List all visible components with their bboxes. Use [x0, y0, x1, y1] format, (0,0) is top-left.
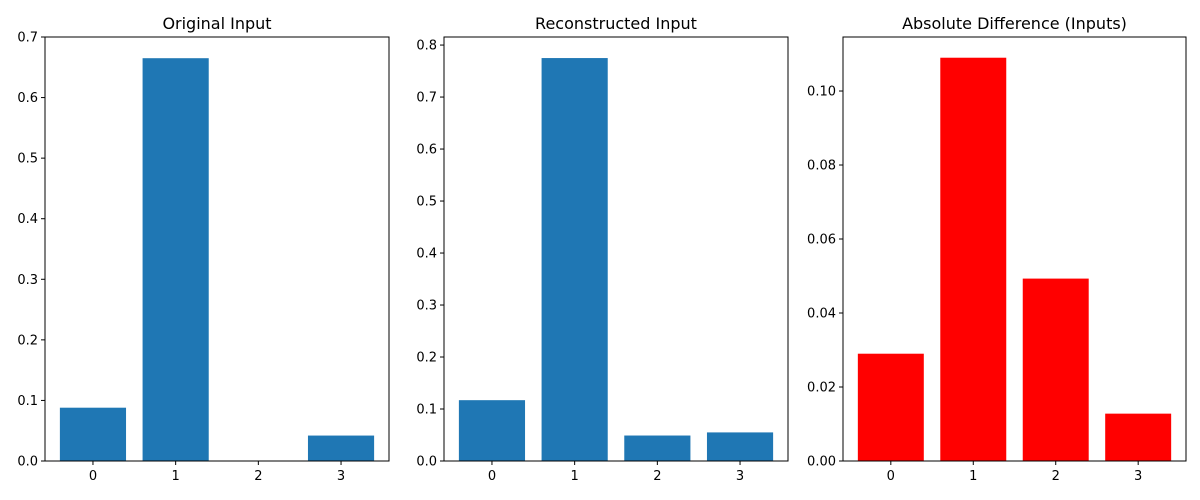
- y-tick-label: 0.4: [416, 247, 437, 262]
- chart-title: Reconstructed Input: [535, 14, 697, 33]
- x-axis-ticks: 0 1 2 3: [89, 461, 345, 484]
- y-axis-ticks: 0.0 0.1 0.2 0.3 0.4 0.5 0.6 0.7: [17, 31, 45, 470]
- bar: [1105, 413, 1172, 461]
- y-tick-label: 0.2: [17, 333, 38, 348]
- subplot-original-input: Original Input 0.00.10.20.30.40.50.60.7 …: [17, 14, 390, 484]
- bar: [307, 435, 375, 461]
- x-tick-label: 2: [1052, 469, 1060, 484]
- y-tick-label: 0.06: [807, 233, 836, 248]
- x-tick-label: 0: [89, 469, 97, 484]
- y-tick-label: 0.3: [416, 299, 437, 314]
- y-tick-label: 0.00: [807, 455, 836, 470]
- y-tick-label: 0.02: [807, 381, 836, 396]
- y-tick-label: 0.7: [416, 91, 437, 106]
- bar-group: [857, 57, 1172, 461]
- axes-frame: [44, 36, 390, 462]
- chart-title: Original Input: [162, 14, 271, 33]
- bar: [541, 58, 608, 462]
- axes-frame: [842, 36, 1187, 462]
- y-tick-label: 0.0: [416, 455, 437, 470]
- y-tick-label: 0.5: [416, 195, 437, 210]
- y-tick-label: 0.1: [17, 394, 38, 409]
- x-tick-label: 1: [969, 469, 977, 484]
- bar-group: [59, 58, 375, 461]
- y-tick-label: 0.10: [807, 85, 836, 100]
- axes-frame: [443, 36, 789, 462]
- x-tick-label: 0: [887, 469, 895, 484]
- bar-group: [458, 58, 774, 462]
- chart-title: Absolute Difference (Inputs): [902, 14, 1127, 33]
- y-tick-label: 0.04: [807, 307, 836, 322]
- x-tick-label: 1: [571, 469, 579, 484]
- subplot-reconstructed-input: Reconstructed Input 0.00.10.20.30.40.50.…: [416, 14, 789, 484]
- y-tick-label: 0.08: [807, 159, 836, 174]
- x-tick-label: 0: [488, 469, 496, 484]
- y-tick-label: 0.2: [416, 351, 437, 366]
- y-tick-label: 0.1: [416, 403, 437, 418]
- y-tick-label: 0.5: [17, 152, 38, 167]
- bar: [624, 435, 691, 461]
- y-tick-label: 0.6: [416, 143, 437, 158]
- y-tick-label: 0.8: [416, 39, 437, 54]
- y-tick-label: 0.6: [17, 91, 38, 106]
- bar: [1022, 278, 1089, 461]
- bar: [857, 353, 924, 461]
- x-tick-label: 2: [254, 469, 262, 484]
- bar: [142, 58, 209, 461]
- bar: [940, 57, 1007, 461]
- x-axis-ticks: 0 1 2 3: [488, 461, 744, 484]
- x-tick-label: 3: [1134, 469, 1142, 484]
- y-axis-ticks: 0.00 0.02 0.04 0.06 0.08 0.10: [807, 85, 843, 470]
- y-tick-label: 0.0: [17, 455, 38, 470]
- y-axis-ticks: 0.0 0.1 0.2 0.3 0.4 0.5 0.6 0.7 0.8: [416, 39, 444, 470]
- bar: [59, 407, 127, 461]
- bar: [706, 432, 774, 461]
- x-tick-label: 3: [337, 469, 345, 484]
- subplot-absolute-difference: Absolute Difference (Inputs) 0.000.020.0…: [807, 14, 1187, 484]
- x-tick-label: 1: [172, 469, 180, 484]
- x-axis-ticks: 0 1 2 3: [887, 461, 1142, 484]
- bar: [458, 400, 526, 461]
- y-tick-label: 0.7: [17, 31, 38, 46]
- x-tick-label: 3: [736, 469, 744, 484]
- y-tick-label: 0.4: [17, 212, 38, 227]
- y-tick-label: 0.3: [17, 273, 38, 288]
- x-tick-label: 2: [653, 469, 661, 484]
